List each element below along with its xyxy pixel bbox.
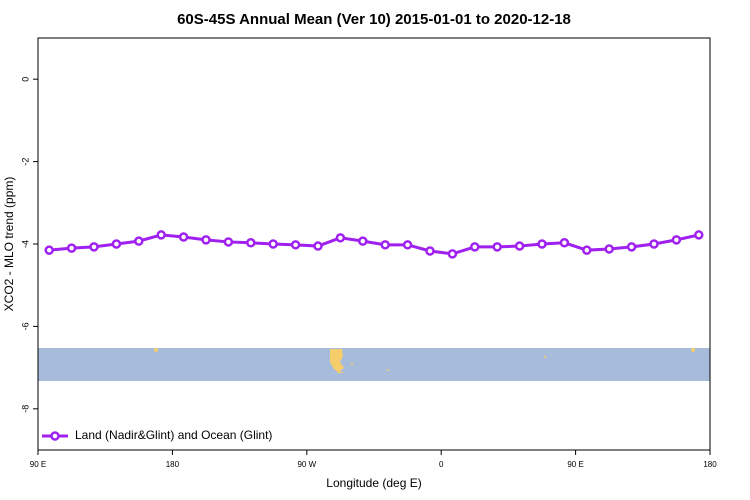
data-point bbox=[246, 238, 256, 248]
data-point bbox=[335, 233, 346, 243]
data-point bbox=[313, 241, 323, 251]
data-point bbox=[447, 249, 458, 259]
data-point bbox=[134, 236, 144, 246]
data-point bbox=[492, 242, 502, 252]
data-point bbox=[626, 242, 637, 252]
data-point bbox=[223, 237, 234, 247]
data-point bbox=[66, 243, 77, 253]
legend-label: Land (Nadir&Glint) and Ocean (Glint) bbox=[75, 428, 272, 442]
data-point bbox=[268, 239, 278, 249]
series-line bbox=[49, 233, 700, 256]
x-tick-label: 90 W bbox=[297, 460, 316, 469]
data-point bbox=[425, 246, 435, 256]
data-point bbox=[649, 239, 659, 249]
data-point bbox=[358, 236, 368, 246]
x-axis-label: Longitude (deg E) bbox=[326, 476, 421, 490]
map-strip bbox=[38, 348, 710, 381]
y-tick-label: -2 bbox=[20, 158, 30, 166]
data-point bbox=[604, 244, 614, 254]
y-tick-label: -6 bbox=[20, 322, 30, 330]
data-point bbox=[44, 245, 54, 255]
data-point bbox=[537, 239, 547, 249]
data-point bbox=[380, 240, 390, 250]
data-point bbox=[514, 241, 525, 251]
data-point bbox=[402, 240, 413, 250]
data-point bbox=[178, 232, 189, 242]
legend-marker bbox=[50, 431, 60, 441]
data-point bbox=[694, 230, 704, 240]
data-point bbox=[156, 230, 166, 240]
data-point bbox=[671, 235, 682, 245]
x-tick-label: 90 E bbox=[567, 460, 583, 469]
x-tick-label: 90 E bbox=[30, 460, 46, 469]
data-point bbox=[89, 242, 99, 252]
data-point bbox=[111, 239, 122, 249]
data-point bbox=[582, 245, 592, 255]
x-tick-label: 0 bbox=[439, 460, 444, 469]
data-point bbox=[559, 238, 570, 248]
y-tick-label: -8 bbox=[20, 405, 30, 413]
data-point bbox=[201, 235, 211, 245]
chart-title: 60S-45S Annual Mean (Ver 10) 2015-01-01 … bbox=[177, 11, 571, 28]
data-point bbox=[470, 242, 480, 252]
x-tick-label: 180 bbox=[166, 460, 180, 469]
x-tick-label: 180 bbox=[703, 460, 717, 469]
y-axis-label: XCO2 - MLO trend (ppm) bbox=[2, 177, 16, 312]
y-tick-label: 0 bbox=[20, 77, 30, 82]
y-tick-label: -4 bbox=[20, 240, 30, 248]
data-point bbox=[290, 240, 301, 250]
